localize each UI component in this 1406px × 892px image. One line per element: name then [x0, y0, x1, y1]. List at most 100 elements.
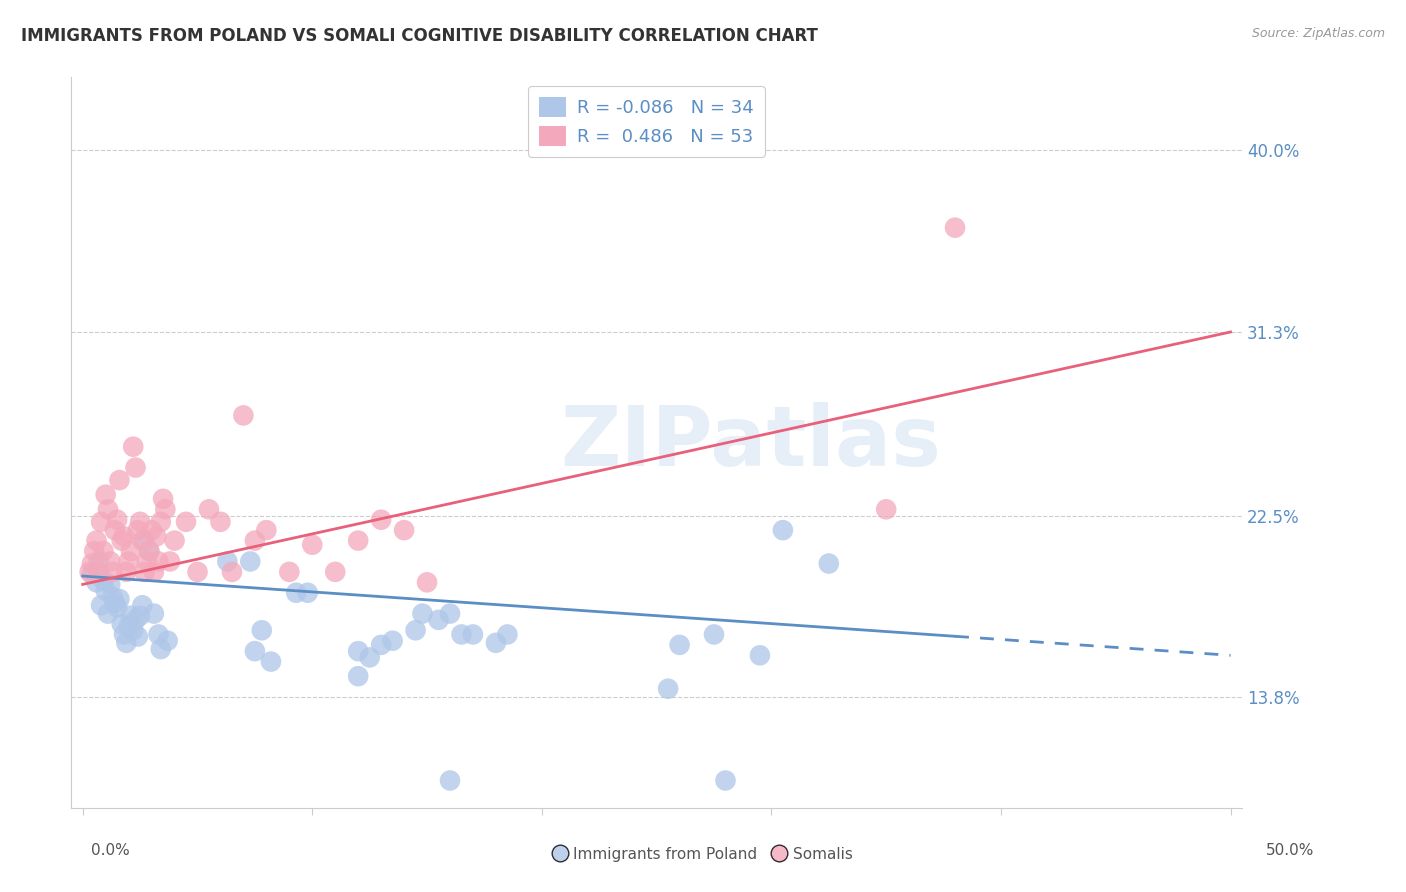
Point — [97, 607, 120, 621]
Point — [875, 502, 897, 516]
Point — [124, 460, 146, 475]
Point — [138, 544, 160, 558]
Point — [278, 565, 301, 579]
Point — [748, 648, 770, 663]
Point — [186, 565, 208, 579]
Point — [405, 624, 427, 638]
Point — [105, 600, 128, 615]
Point — [115, 636, 138, 650]
Point — [254, 523, 277, 537]
Point — [243, 644, 266, 658]
Point — [86, 575, 108, 590]
Text: Source: ZipAtlas.com: Source: ZipAtlas.com — [1251, 27, 1385, 40]
Point — [124, 613, 146, 627]
Point — [243, 533, 266, 548]
Point — [120, 544, 142, 558]
Point — [159, 554, 181, 568]
Point — [439, 607, 461, 621]
Point — [943, 220, 966, 235]
Point — [485, 636, 508, 650]
Point — [101, 590, 124, 604]
Point — [392, 523, 415, 537]
Point — [359, 650, 381, 665]
Point — [93, 544, 115, 558]
Point — [152, 491, 174, 506]
Point — [416, 575, 439, 590]
Point — [163, 533, 186, 548]
Text: 50.0%: 50.0% — [1267, 843, 1315, 858]
Point — [94, 488, 117, 502]
Point — [80, 566, 103, 581]
Point — [108, 592, 131, 607]
Point — [105, 513, 128, 527]
Point — [323, 565, 346, 579]
Point — [347, 644, 370, 658]
Point — [232, 409, 254, 423]
Text: IMMIGRANTS FROM POLAND VS SOMALI COGNITIVE DISABILITY CORRELATION CHART: IMMIGRANTS FROM POLAND VS SOMALI COGNITI… — [21, 27, 818, 45]
Point — [120, 608, 142, 623]
Point — [427, 613, 450, 627]
Point — [411, 607, 433, 621]
Point — [250, 624, 273, 638]
Point — [115, 565, 138, 579]
Point — [104, 596, 127, 610]
Legend: R = -0.086   N = 34, R =  0.486   N = 53: R = -0.086 N = 34, R = 0.486 N = 53 — [529, 87, 765, 157]
Point — [134, 565, 156, 579]
Point — [131, 533, 153, 548]
Point — [817, 557, 839, 571]
Legend: Immigrants from Poland, Somalis: Immigrants from Poland, Somalis — [547, 840, 859, 868]
Point — [148, 627, 170, 641]
Point — [97, 502, 120, 516]
Point — [370, 513, 392, 527]
Point — [122, 440, 145, 454]
Point — [104, 523, 127, 537]
Point — [90, 599, 112, 613]
Point — [101, 565, 124, 579]
Point — [142, 565, 165, 579]
Point — [148, 554, 170, 568]
Point — [142, 607, 165, 621]
Point — [370, 638, 392, 652]
Point — [122, 624, 145, 638]
Point — [496, 627, 519, 641]
Point — [149, 642, 172, 657]
Point — [221, 565, 243, 579]
Point — [127, 523, 149, 537]
Point — [239, 554, 262, 568]
Point — [301, 538, 323, 552]
Point — [260, 655, 283, 669]
Point — [347, 533, 370, 548]
Point — [217, 554, 239, 568]
Point — [111, 617, 134, 632]
Point — [714, 773, 737, 788]
Point — [86, 533, 108, 548]
Point — [136, 554, 159, 568]
Point — [87, 554, 110, 568]
Point — [772, 523, 794, 537]
Point — [90, 515, 112, 529]
Point — [93, 573, 115, 587]
Point — [94, 583, 117, 598]
Point — [174, 515, 197, 529]
Point — [450, 627, 472, 641]
Point — [129, 608, 152, 623]
Point — [156, 633, 179, 648]
Point — [134, 533, 156, 548]
Point — [138, 544, 160, 558]
Point — [439, 773, 461, 788]
Point — [129, 515, 152, 529]
Point — [668, 638, 690, 652]
Point — [347, 669, 370, 683]
Point — [297, 586, 319, 600]
Point — [381, 633, 404, 648]
Point — [149, 515, 172, 529]
Point — [285, 586, 308, 600]
Point — [198, 502, 221, 516]
Point — [117, 619, 139, 633]
Text: ZIPatlas: ZIPatlas — [560, 402, 941, 483]
Point — [117, 554, 139, 568]
Point — [145, 529, 167, 543]
Point — [155, 502, 177, 516]
Point — [111, 533, 134, 548]
Point — [108, 473, 131, 487]
